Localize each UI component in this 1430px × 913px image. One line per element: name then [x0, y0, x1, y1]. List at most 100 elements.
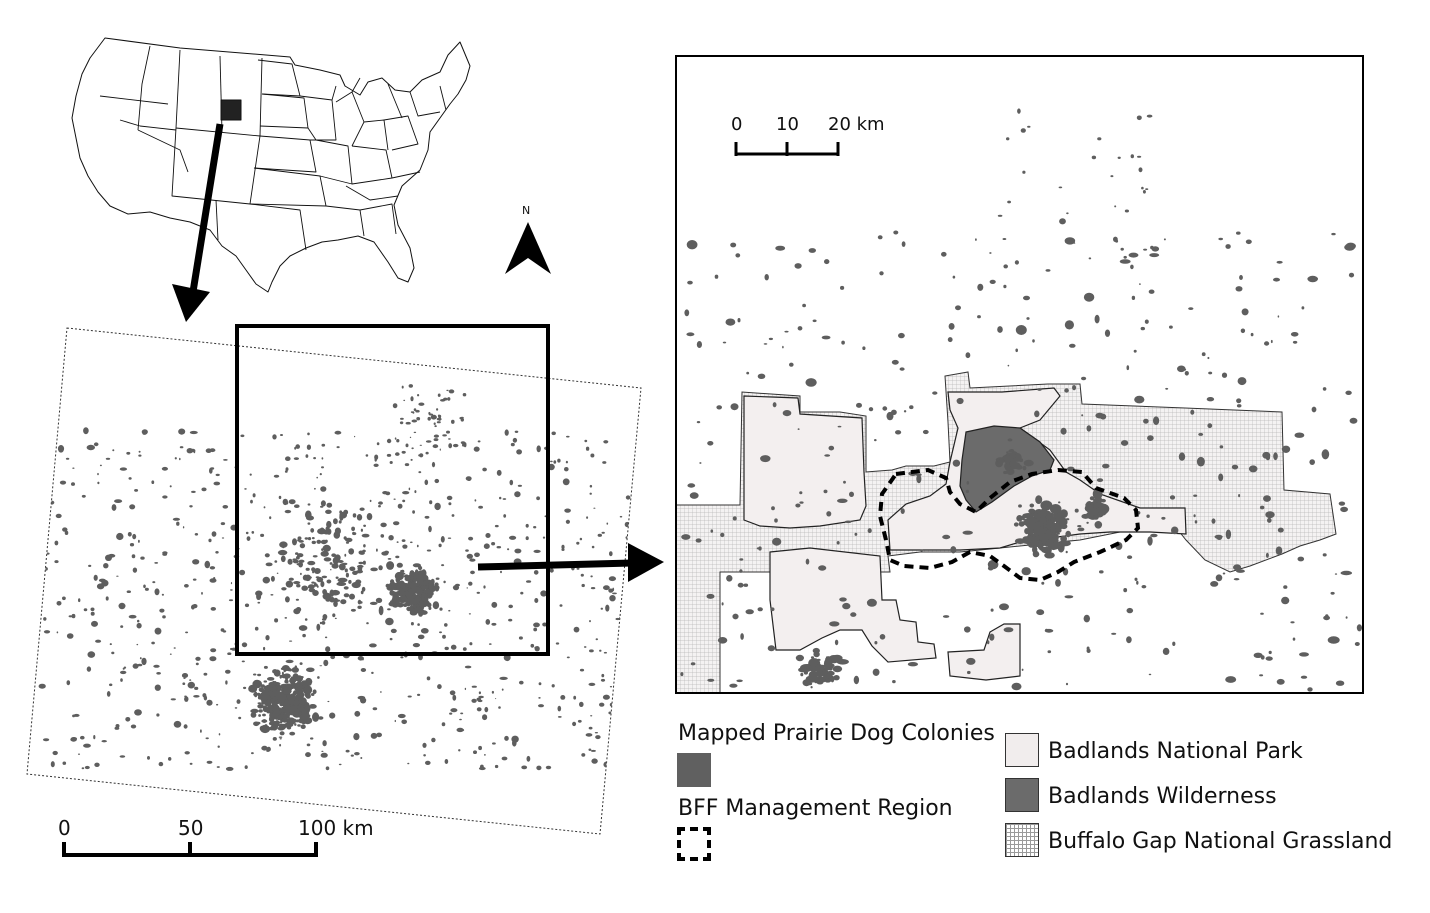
- prairie-dog-colony: [397, 602, 404, 608]
- prairie-dog-colony: [451, 514, 455, 517]
- prairie-dog-colony: [394, 719, 396, 723]
- prairie-dog-colony: [469, 558, 476, 562]
- prairie-dog-colony: [1349, 417, 1358, 424]
- prairie-dog-colony: [1007, 200, 1011, 204]
- prairie-dog-colony: [622, 594, 629, 599]
- prairie-dog-colony: [795, 503, 801, 508]
- prairie-dog-colony: [1051, 522, 1058, 529]
- prairie-dog-colony: [491, 622, 497, 626]
- prairie-dog-colony: [836, 541, 840, 545]
- prairie-dog-colony: [187, 681, 195, 689]
- prairie-dog-colony: [799, 491, 803, 495]
- prairie-dog-colony: [612, 592, 617, 595]
- prairie-dog-colony: [1236, 231, 1241, 235]
- prairie-dog-colony: [1060, 427, 1067, 435]
- prairie-dog-colony: [120, 678, 123, 682]
- prairie-dog-colony: [920, 549, 923, 552]
- prairie-dog-colony: [81, 494, 86, 498]
- prairie-dog-colony: [805, 664, 811, 669]
- prairie-dog-colony: [536, 445, 541, 453]
- prairie-dog-colony: [295, 713, 299, 717]
- prairie-dog-colony: [285, 456, 291, 462]
- prairie-dog-colony: [585, 446, 590, 451]
- prairie-dog-colony: [828, 445, 835, 451]
- prairie-dog-colony: [1027, 125, 1031, 128]
- us-outline: [71, 37, 471, 293]
- prairie-dog-colony: [311, 567, 316, 572]
- prairie-dog-colony: [132, 567, 138, 573]
- prairie-dog-colony: [932, 391, 938, 395]
- prairie-dog-colony: [446, 495, 453, 501]
- prairie-dog-colony: [43, 738, 50, 742]
- prairie-dog-colony: [400, 656, 404, 659]
- prairie-dog-colony: [320, 505, 324, 508]
- prairie-dog-colony: [534, 646, 540, 652]
- prairie-dog-colony: [1019, 458, 1024, 463]
- prairie-dog-colony: [194, 686, 199, 691]
- prairie-dog-colony: [321, 443, 326, 447]
- prairie-dog-colony: [1029, 529, 1035, 534]
- prairie-dog-colony: [1236, 404, 1242, 408]
- prairie-dog-colony: [1058, 186, 1063, 189]
- prairie-dog-colony: [696, 341, 703, 348]
- prairie-dog-colony: [439, 631, 442, 634]
- prairie-dog-colony: [1058, 501, 1061, 504]
- prairie-dog-colony: [407, 695, 412, 698]
- prairie-dog-colony: [128, 477, 132, 480]
- prairie-dog-colony: [987, 640, 990, 645]
- prairie-dog-colony: [319, 527, 325, 534]
- prairie-dog-colony: [500, 570, 502, 574]
- prairie-dog-colony: [798, 667, 808, 673]
- prairie-dog-colony: [300, 724, 306, 729]
- prairie-dog-colony: [291, 667, 299, 673]
- prairie-dog-colony: [1327, 636, 1340, 644]
- prairie-dog-colony: [416, 544, 419, 548]
- prairie-dog-colony: [296, 555, 300, 560]
- prairie-dog-colony: [300, 572, 302, 576]
- prairie-dog-colony: [1148, 673, 1152, 676]
- prairie-dog-colony: [782, 410, 792, 417]
- prairie-dog-colony: [485, 619, 491, 625]
- prairie-dog-colony: [434, 478, 440, 484]
- prairie-dog-colony: [317, 676, 320, 679]
- prairie-dog-colony: [416, 582, 420, 586]
- prairie-dog-colony: [1145, 188, 1149, 191]
- prairie-dog-colony: [97, 481, 100, 485]
- prairie-dog-colony: [774, 518, 778, 523]
- prairie-dog-colony: [794, 263, 802, 269]
- prairie-dog-colony: [56, 601, 62, 606]
- prairie-dog-colony: [837, 425, 842, 428]
- prairie-dog-colony: [1003, 284, 1007, 289]
- prairie-dog-colony: [471, 698, 477, 703]
- prairie-dog-colony: [253, 693, 258, 696]
- prairie-dog-colony: [412, 510, 415, 514]
- prairie-dog-colony: [351, 526, 355, 531]
- prairie-dog-colony: [415, 409, 420, 413]
- prairie-dog-colony: [550, 460, 553, 463]
- prairie-dog-colony: [517, 484, 523, 487]
- prairie-dog-colony: [1263, 495, 1271, 502]
- prairie-dog-colony: [418, 471, 422, 474]
- prairie-dog-colony: [268, 715, 275, 723]
- prairie-dog-colony: [942, 534, 951, 540]
- prairie-dog-colony: [306, 667, 315, 673]
- prairie-dog-colony: [284, 617, 288, 619]
- prairie-dog-colony: [132, 663, 139, 669]
- prairie-dog-colony: [606, 522, 609, 525]
- prairie-dog-colony: [427, 416, 431, 421]
- prairie-dog-colony: [376, 442, 380, 446]
- prairie-dog-colony: [127, 532, 132, 537]
- prairie-dog-colony: [1276, 678, 1285, 685]
- prairie-dog-colony: [257, 702, 262, 705]
- prairie-dog-colony: [817, 658, 821, 662]
- prairie-dog-colony: [93, 442, 99, 447]
- prairie-dog-colony: [314, 487, 316, 490]
- prairie-dog-colony: [462, 443, 465, 447]
- prairie-dog-colony: [220, 522, 226, 526]
- prairie-dog-colony: [900, 508, 905, 514]
- prairie-dog-colony: [399, 583, 407, 587]
- prairie-dog-colony: [423, 589, 432, 594]
- prairie-dog-colony: [404, 597, 408, 602]
- prairie-dog-colony: [230, 589, 233, 591]
- prairie-dog-colony: [609, 686, 613, 688]
